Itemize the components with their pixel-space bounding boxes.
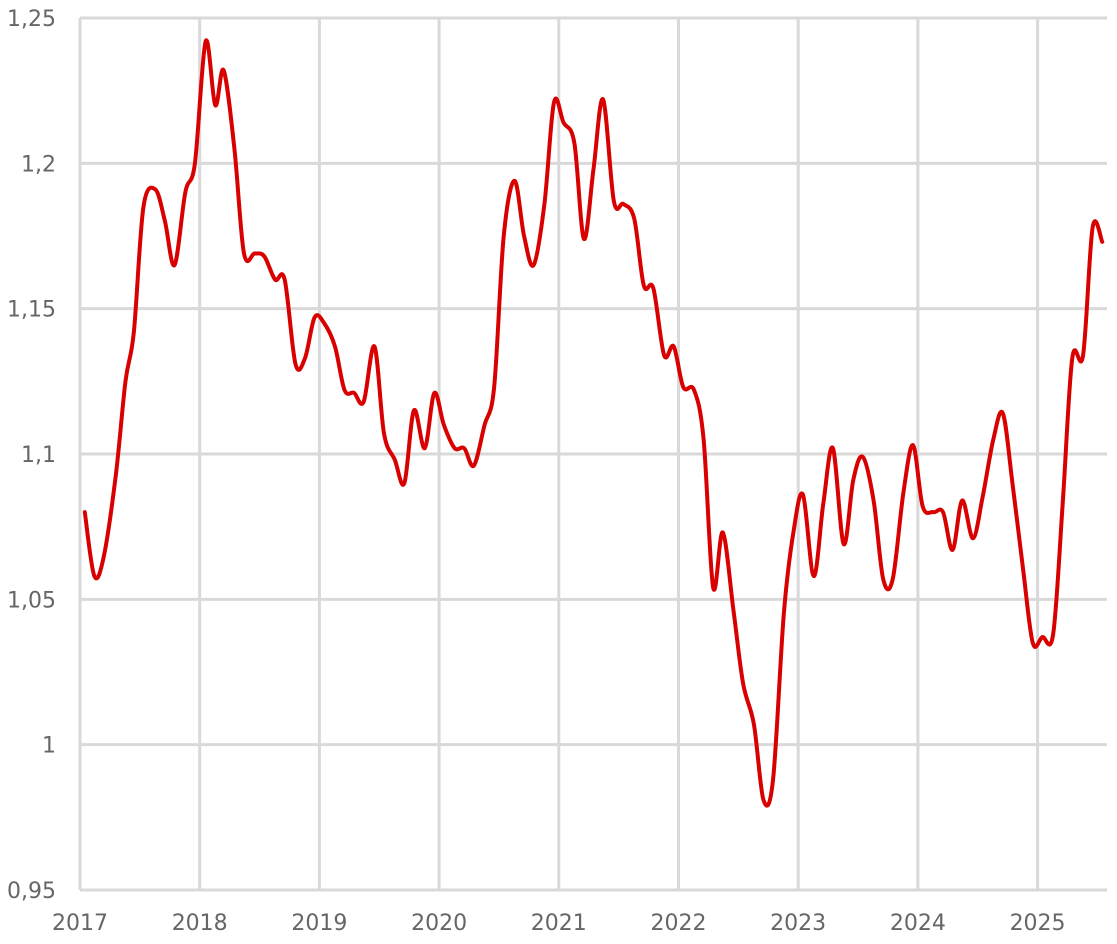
x-axis: 2017 2018 2019 2020 2021 2022 2023 2024 2025 bbox=[52, 911, 1066, 936]
x-tick-label: 2019 bbox=[291, 911, 347, 936]
y-tick-label: 1,2 bbox=[21, 152, 56, 177]
x-tick-label: 2018 bbox=[172, 911, 228, 936]
y-tick-label: 1,05 bbox=[7, 588, 56, 613]
y-tick-label: 1 bbox=[42, 734, 56, 759]
x-tick-label: 2020 bbox=[411, 911, 467, 936]
series-layer bbox=[82, 38, 1105, 808]
x-tick-label: 2022 bbox=[650, 911, 706, 936]
x-tick-label: 2025 bbox=[1010, 911, 1066, 936]
y-tick-label: 1,25 bbox=[7, 7, 56, 32]
y-axis: 1,25 1,2 1,15 1,1 1,05 1 0,95 bbox=[7, 7, 56, 904]
x-tick-label: 2017 bbox=[52, 911, 108, 936]
x-tick-label: 2023 bbox=[770, 911, 826, 936]
series-line bbox=[82, 38, 1105, 808]
x-tick-label: 2024 bbox=[890, 911, 946, 936]
x-gridlines bbox=[78, 18, 1040, 890]
y-tick-label: 1,1 bbox=[21, 443, 56, 468]
y-gridlines bbox=[80, 16, 1107, 892]
x-tick-label: 2021 bbox=[531, 911, 587, 936]
y-tick-label: 0,95 bbox=[7, 879, 56, 904]
y-tick-label: 1,15 bbox=[7, 298, 56, 323]
